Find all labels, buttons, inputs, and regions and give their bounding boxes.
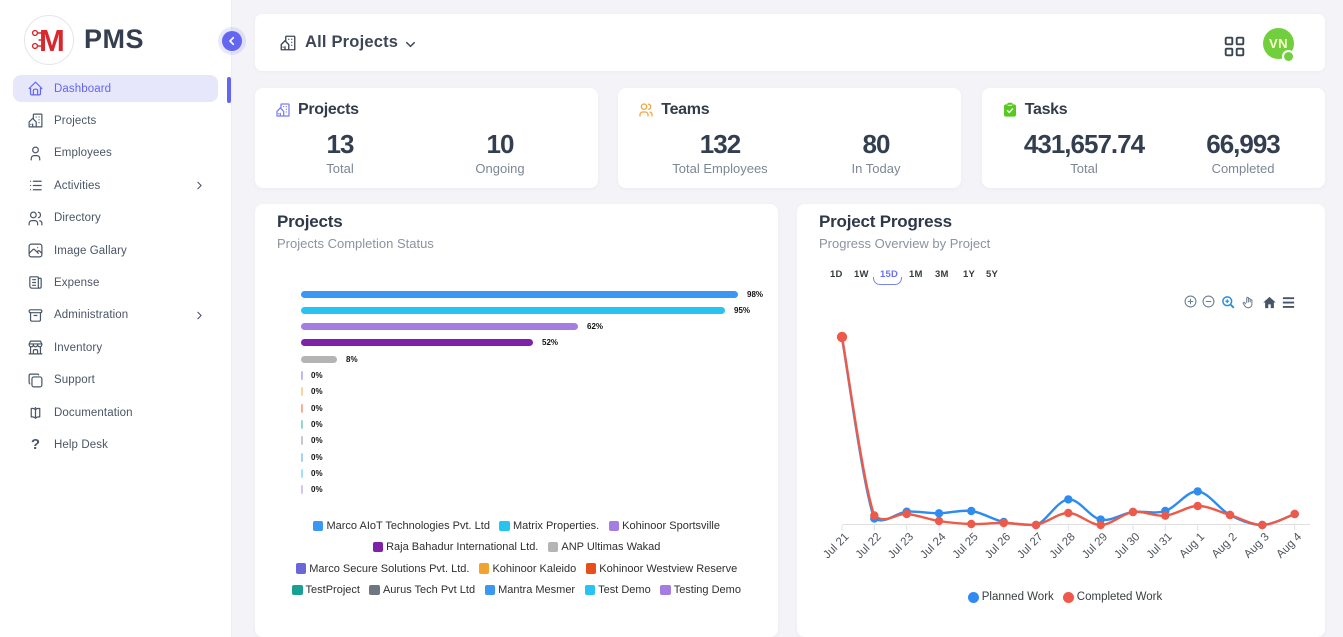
svg-text:Jul 22: Jul 22 [854,531,884,561]
svg-text:Jul 26: Jul 26 [983,531,1013,561]
svg-text:Jul 23: Jul 23 [886,531,916,561]
svg-text:Jul 27: Jul 27 [1015,531,1045,561]
svg-text:Jul 31: Jul 31 [1145,531,1175,561]
svg-text:Jul 24: Jul 24 [918,531,949,562]
svg-text:M: M [39,23,65,58]
svg-text:Jul 28: Jul 28 [1048,531,1078,561]
svg-text:Aug 3: Aug 3 [1242,531,1272,561]
svg-text:Jul 29: Jul 29 [1080,531,1110,561]
svg-text:Aug 1: Aug 1 [1177,531,1207,561]
svg-text:Jul 21: Jul 21 [821,531,851,561]
svg-text:Aug 2: Aug 2 [1210,531,1240,561]
svg-text:Jul 25: Jul 25 [951,531,981,561]
svg-text:Jul 30: Jul 30 [1112,531,1142,561]
svg-text:Aug 4: Aug 4 [1274,531,1304,561]
